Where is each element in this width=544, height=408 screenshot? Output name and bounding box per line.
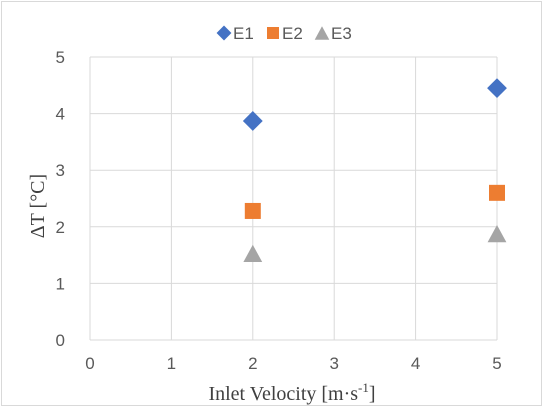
y-tick-label: 5: [56, 48, 65, 67]
y-tick-label: 3: [56, 161, 65, 180]
x-tick-label: 3: [329, 354, 338, 373]
data-point-e1: [487, 78, 507, 99]
data-point-e2: [244, 202, 261, 219]
legend-marker-e3: [314, 26, 330, 40]
y-tick-label: 1: [56, 274, 65, 293]
x-tick-label: 2: [248, 354, 257, 373]
gridlines: [89, 56, 498, 341]
data-point-e2: [489, 184, 505, 201]
data-point-e3: [243, 244, 263, 263]
y-tick-label: 2: [56, 218, 65, 237]
y-tick-label: 4: [56, 105, 65, 124]
x-tick-label: 0: [85, 354, 94, 373]
legend-label-e2: E2: [282, 24, 303, 43]
x-axis-title-end: ]: [369, 383, 376, 405]
x-axis-title-main: Inlet Velocity [m·s: [208, 383, 358, 405]
axes: 0 1 2 3 4 5 0 1 2 3 4 5: [56, 48, 502, 373]
legend-marker-e2: [267, 27, 279, 39]
data-point-e3: [487, 224, 507, 243]
legend: E1 E2 E3: [216, 24, 352, 43]
x-axis-title: Inlet Velocity [m·s-1]: [208, 380, 375, 405]
y-tick-label: 0: [56, 331, 65, 350]
x-tick-label: 4: [411, 354, 420, 373]
legend-marker-e1: [216, 25, 232, 41]
data-points: [242, 78, 507, 263]
data-point-e1: [242, 111, 263, 131]
x-axis-title-sup: -1: [358, 380, 369, 395]
y-axis-title: ΔT [°C]: [27, 174, 49, 238]
legend-label-e3: E3: [331, 24, 352, 43]
legend-label-e1: E1: [233, 24, 254, 43]
x-tick-label: 5: [492, 354, 501, 373]
x-tick-label: 1: [167, 354, 176, 373]
